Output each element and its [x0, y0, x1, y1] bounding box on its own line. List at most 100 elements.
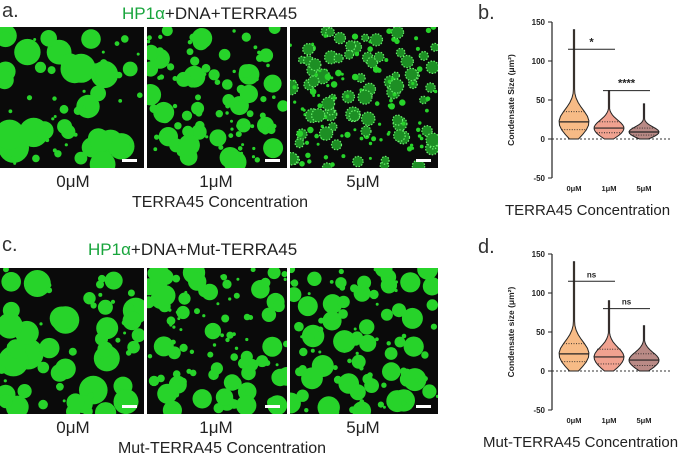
droplet-rim	[425, 60, 438, 74]
droplet	[129, 143, 134, 148]
panel-c-conc-1: 1μM	[199, 418, 233, 437]
x-tick-label: 5μM	[636, 416, 651, 425]
droplet	[43, 34, 48, 40]
droplet	[377, 401, 384, 408]
droplet	[187, 78, 197, 88]
y-axis-label: Condensate Size (μm²)	[506, 54, 516, 146]
micrograph-c-0um	[0, 268, 144, 414]
droplet	[324, 50, 338, 64]
scale-bar	[122, 405, 137, 408]
droplet	[334, 409, 340, 414]
droplet	[394, 38, 400, 45]
droplet	[334, 53, 344, 63]
droplet	[113, 389, 139, 414]
droplet-rim	[391, 71, 401, 80]
droplet	[246, 110, 254, 118]
droplet	[290, 152, 298, 165]
droplet	[319, 127, 333, 141]
droplet	[268, 27, 281, 34]
droplet	[232, 29, 236, 33]
droplet	[226, 331, 234, 339]
droplet	[46, 287, 53, 294]
droplet	[317, 103, 323, 109]
droplet	[372, 66, 380, 73]
droplet	[430, 27, 437, 30]
droplet	[238, 358, 249, 369]
droplet	[93, 109, 98, 114]
droplet	[230, 353, 238, 361]
droplet	[147, 35, 152, 41]
droplet	[137, 92, 143, 98]
droplet	[294, 321, 304, 332]
droplet	[394, 280, 398, 284]
droplet	[174, 122, 182, 130]
droplet	[101, 50, 105, 54]
droplet	[369, 289, 379, 300]
droplet	[76, 94, 100, 119]
droplet	[374, 268, 393, 278]
droplet	[307, 292, 311, 296]
droplet	[34, 61, 47, 73]
droplet	[410, 146, 415, 150]
droplet	[179, 343, 188, 352]
droplet	[215, 110, 223, 118]
droplet	[345, 94, 350, 99]
droplet	[250, 268, 256, 273]
droplet-rim	[360, 111, 376, 127]
droplet	[262, 336, 283, 357]
droplet	[114, 41, 120, 46]
droplet	[51, 117, 55, 121]
droplet	[216, 302, 220, 306]
droplet	[189, 349, 195, 354]
droplet	[205, 135, 209, 139]
x-tick-label: 0μM	[566, 184, 581, 193]
droplet	[236, 277, 240, 281]
droplet	[359, 136, 364, 141]
droplet	[283, 340, 287, 348]
droplet	[23, 270, 51, 297]
droplet	[367, 46, 373, 52]
droplet	[3, 379, 7, 383]
significance-label: ns	[587, 270, 597, 279]
droplet	[156, 47, 164, 56]
droplet	[7, 351, 12, 357]
droplet	[201, 63, 211, 73]
droplet	[153, 336, 174, 357]
droplet	[281, 271, 287, 278]
droplet	[307, 126, 314, 134]
y-tick-label: -50	[533, 406, 545, 415]
droplet	[176, 305, 190, 320]
droplet	[415, 46, 420, 51]
droplet	[330, 81, 338, 88]
droplet-rim	[327, 122, 338, 132]
droplet	[414, 36, 419, 41]
droplet	[149, 104, 159, 113]
droplet	[272, 95, 276, 99]
droplet	[426, 133, 438, 147]
droplet	[370, 33, 383, 46]
droplet	[391, 27, 404, 39]
panel-c-conc-0: 0μM	[56, 418, 90, 437]
droplet	[153, 147, 158, 152]
droplet	[62, 399, 66, 403]
droplet	[393, 129, 406, 142]
droplet	[419, 144, 424, 149]
droplet	[331, 139, 342, 150]
droplet	[118, 99, 123, 103]
droplet	[191, 101, 205, 115]
droplet	[97, 299, 113, 315]
droplet	[157, 374, 165, 383]
droplet	[299, 161, 305, 167]
droplet	[172, 370, 181, 378]
droplet	[400, 367, 408, 375]
droplet	[345, 40, 356, 51]
droplet	[292, 85, 297, 90]
droplet	[318, 69, 322, 73]
droplet	[100, 358, 104, 362]
panel-c-conc-2: 5μM	[346, 418, 380, 437]
droplet	[389, 79, 404, 94]
droplet	[295, 138, 304, 148]
droplet	[386, 28, 392, 34]
droplet	[122, 311, 142, 331]
droplet	[66, 393, 85, 412]
